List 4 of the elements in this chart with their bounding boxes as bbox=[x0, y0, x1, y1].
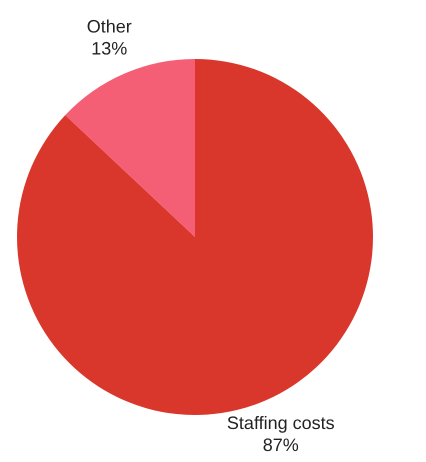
slice-label: Staffing costs bbox=[226, 413, 335, 434]
slice-label: Other bbox=[86, 16, 132, 37]
data-label: 13% bbox=[91, 38, 128, 59]
data-label: 87% bbox=[262, 435, 299, 456]
